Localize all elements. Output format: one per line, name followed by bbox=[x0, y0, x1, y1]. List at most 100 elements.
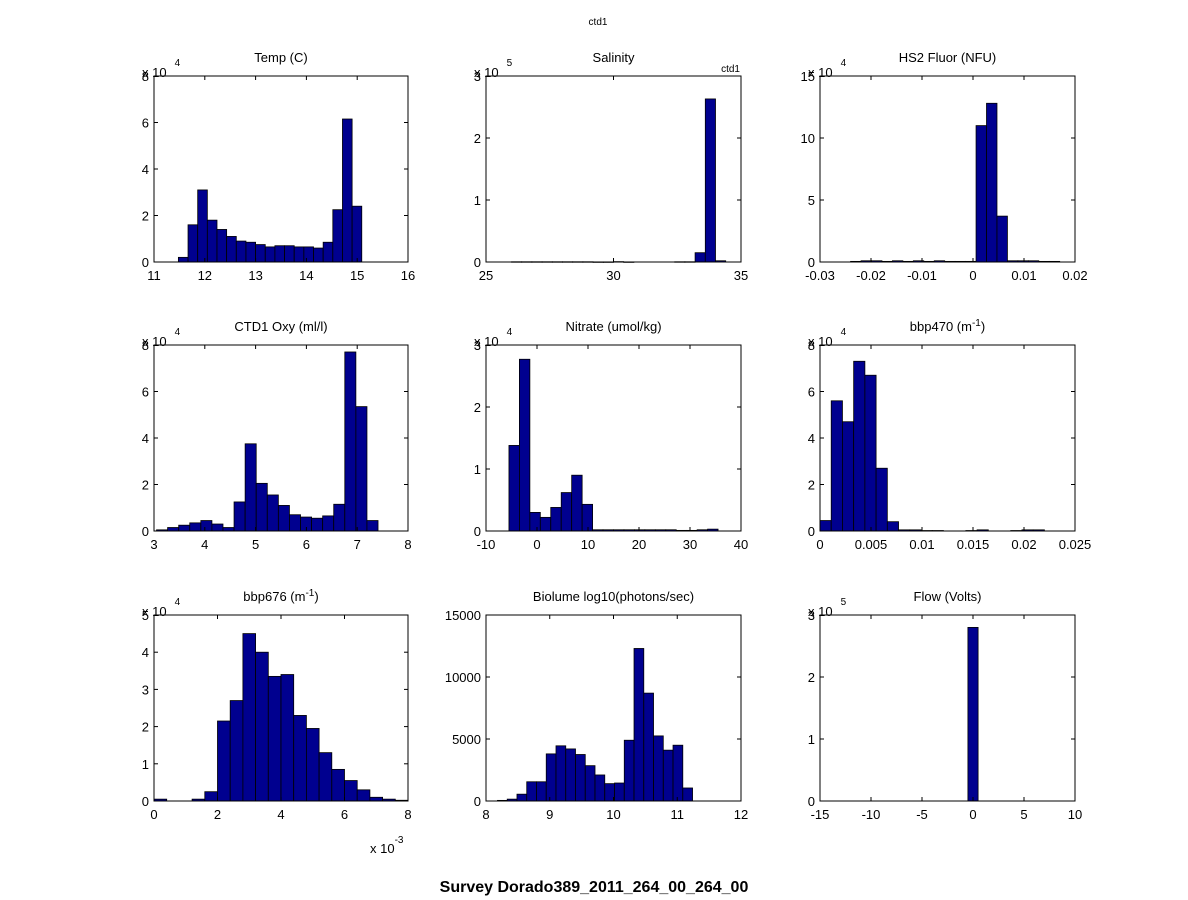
y-tick-label: 6 bbox=[142, 385, 149, 400]
y-tick-label: 0 bbox=[808, 524, 815, 539]
x-tick-label: 2 bbox=[214, 807, 221, 822]
histogram-bar bbox=[313, 247, 324, 263]
histogram-bar bbox=[167, 527, 180, 532]
x-tick-label: 25 bbox=[479, 268, 493, 283]
subplot-title: Nitrate (umol/kg) bbox=[565, 319, 661, 334]
histogram-bar bbox=[633, 648, 645, 802]
x-tick-label: 4 bbox=[201, 537, 208, 552]
histogram-bar bbox=[200, 520, 213, 532]
histogram-bar bbox=[565, 748, 576, 802]
y-multiplier: x 104 bbox=[142, 58, 181, 80]
histogram-bar bbox=[189, 522, 202, 532]
histogram-bar bbox=[886, 521, 899, 532]
histogram-bar bbox=[672, 744, 684, 802]
y-tick-label: 0 bbox=[474, 524, 481, 539]
histogram-bar bbox=[206, 219, 218, 263]
x-tick-label: -5 bbox=[916, 807, 928, 822]
histogram-bar bbox=[211, 523, 224, 532]
histogram-bar bbox=[819, 520, 832, 532]
x-tick-label: 12 bbox=[734, 807, 748, 822]
figure-header: ctd1 bbox=[589, 17, 608, 28]
histogram-bar bbox=[289, 514, 301, 532]
histogram-bar bbox=[333, 503, 346, 532]
histogram-bar bbox=[305, 728, 320, 802]
y-tick-label: 0 bbox=[142, 794, 149, 809]
histogram-bar bbox=[369, 796, 383, 802]
y-multiplier: x 104 bbox=[808, 58, 847, 80]
y-multiplier: x 104 bbox=[474, 327, 513, 349]
y-tick-label: 3 bbox=[142, 682, 149, 697]
y-tick-label: 15000 bbox=[445, 608, 481, 623]
y-multiplier: x 105 bbox=[474, 58, 513, 80]
histogram-bar bbox=[222, 527, 235, 532]
axes-box bbox=[819, 75, 1076, 263]
x-tick-label: 9 bbox=[546, 807, 553, 822]
x-tick-label: 6 bbox=[341, 807, 348, 822]
histogram-bar bbox=[216, 229, 228, 263]
y-tick-label: 3 bbox=[474, 338, 481, 353]
x-tick-label: 11 bbox=[147, 268, 161, 283]
histogram-bar bbox=[197, 189, 208, 263]
histogram-bar bbox=[366, 520, 379, 532]
x-tick-label: 0.01 bbox=[909, 537, 934, 552]
histogram-bar bbox=[322, 241, 334, 263]
x-tick-label: 0.01 bbox=[1011, 268, 1036, 283]
histogram-bar bbox=[244, 443, 257, 532]
y-tick-label: 1 bbox=[142, 757, 149, 772]
y-tick-label: 6 bbox=[142, 116, 149, 131]
histogram-bar bbox=[539, 516, 552, 532]
histogram-bar bbox=[255, 244, 266, 263]
x-tick-label: 8 bbox=[404, 537, 411, 552]
x-tick-label: 0 bbox=[816, 537, 823, 552]
histogram-bar bbox=[526, 781, 537, 802]
y-tick-label: 4 bbox=[808, 431, 815, 446]
histogram-bar bbox=[344, 351, 357, 532]
y-tick-label: 15 bbox=[801, 69, 815, 84]
x-tick-label: 0.025 bbox=[1059, 537, 1092, 552]
x-tick-label: 5 bbox=[252, 537, 259, 552]
histogram-panel-2: 25 30 35 0 1 2 3 Salinity x 105 ctd1 bbox=[474, 50, 748, 283]
histogram-panel-1: 11 12 13 14 15 16 0 2 4 6 8 Temp (C) x 104 bbox=[142, 50, 415, 283]
histogram-bar bbox=[550, 507, 562, 532]
y-tick-label: 10 bbox=[801, 131, 815, 146]
histogram-bar bbox=[594, 774, 606, 802]
histogram-bar bbox=[344, 780, 358, 802]
histogram-panel-3: -0.03 -0.02 -0.01 0 0.01 0.02 0 5 10 15 HS2 Fluor … bbox=[801, 50, 1088, 283]
subplot-title: bbp470 (m-1) bbox=[910, 318, 985, 334]
histogram-bar bbox=[536, 781, 547, 802]
x-tick-label: 0.02 bbox=[1062, 268, 1087, 283]
y-multiplier: x 104 bbox=[142, 597, 181, 619]
histogram-bar bbox=[842, 421, 855, 532]
x-tick-label: 40 bbox=[734, 537, 748, 552]
histogram-bar bbox=[311, 517, 324, 532]
x-tick-label: -0.02 bbox=[856, 268, 886, 283]
x-tick-label: 16 bbox=[401, 268, 415, 283]
y-tick-label: 8 bbox=[142, 338, 149, 353]
x-tick-label: 35 bbox=[734, 268, 748, 283]
x-tick-label: 7 bbox=[354, 537, 361, 552]
histogram-bar bbox=[178, 524, 191, 532]
histogram-bar bbox=[284, 245, 295, 263]
subplot-title: HS2 Fluor (NFU) bbox=[899, 50, 997, 65]
axes-box bbox=[153, 344, 409, 532]
histogram-bar bbox=[245, 241, 256, 263]
histogram-bar bbox=[331, 768, 345, 802]
histogram-bar bbox=[704, 98, 716, 263]
histogram-bar bbox=[662, 749, 674, 802]
x-tick-label: 6 bbox=[303, 537, 310, 552]
histogram-panel-8: 8 9 10 11 12 0 5000 10000 15000 Biolume log10(pho… bbox=[445, 589, 748, 822]
x-tick-label: 14 bbox=[299, 268, 313, 283]
y-multiplier: x 104 bbox=[808, 327, 847, 349]
y-tick-label: 0 bbox=[142, 524, 149, 539]
histogram-bar bbox=[653, 735, 664, 802]
y-tick-label: 2 bbox=[474, 400, 481, 415]
histogram-bar bbox=[694, 252, 706, 263]
histogram-bar bbox=[177, 256, 189, 263]
x-tick-label: 10 bbox=[581, 537, 595, 552]
y-tick-label: 3 bbox=[808, 608, 815, 623]
histogram-bar bbox=[351, 205, 363, 263]
histogram-bar bbox=[242, 633, 256, 802]
x-tick-label: 20 bbox=[632, 537, 646, 552]
y-tick-label: 2 bbox=[142, 478, 149, 493]
histogram-bar bbox=[875, 467, 888, 532]
